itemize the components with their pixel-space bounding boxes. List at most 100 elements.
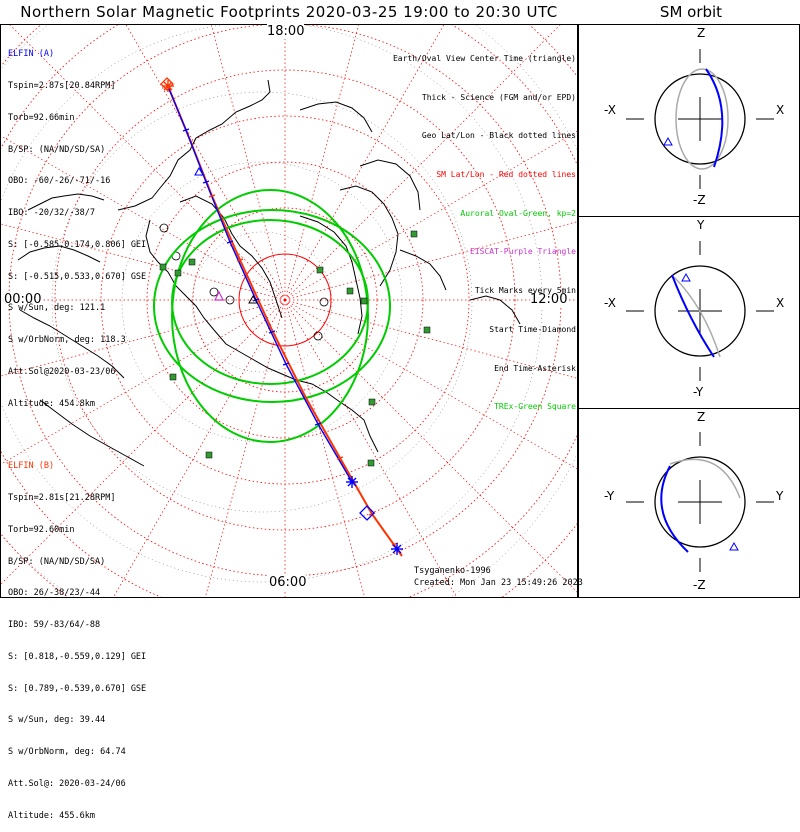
orbit1-right-label: X xyxy=(776,103,785,117)
elfin-a-line: S w/Sun, deg: 121.1 xyxy=(8,303,106,314)
legend-entry: SM Lat/Lon - Red dotted lines xyxy=(436,169,576,179)
sm-lon-line xyxy=(284,25,360,301)
coastline xyxy=(117,79,271,211)
elfin-a-line: IBO: -20/32/-38/7 xyxy=(8,208,95,219)
elfin-a-view-triangle xyxy=(194,166,204,176)
elfin-b-line: OBO: 26/-38/23/-44 xyxy=(8,588,101,599)
trex-station-square xyxy=(346,287,354,295)
elfin-b-line: S w/OrbNorm, deg: 64.74 xyxy=(8,747,126,758)
legend-entry: Start Time-Diamond xyxy=(489,324,576,334)
orbit-b-path xyxy=(669,458,741,499)
sm-lat-ring xyxy=(54,69,516,531)
elfin-b-line: S w/Sun, deg: 39.44 xyxy=(8,715,106,726)
elfin-b-line: B/SP: (NA/ND/SD/SA) xyxy=(8,556,106,567)
island xyxy=(159,223,169,233)
trex-station-square xyxy=(360,297,368,305)
orbit-a-triangle xyxy=(663,136,673,146)
island xyxy=(319,297,329,307)
orbit-b-path xyxy=(673,276,721,358)
orbit1-top-label: Z xyxy=(697,26,706,40)
orbit3-left-label: -Y xyxy=(604,489,615,503)
legend: Earth/Oval View Center Time (triangle) T… xyxy=(393,27,576,427)
elfin-b-line: IBO: 59/-83/64/-88 xyxy=(8,620,101,631)
orbit1-bottom-label: -Z xyxy=(693,193,706,207)
coastline xyxy=(19,309,125,379)
orbit-a-path xyxy=(671,274,715,358)
island xyxy=(209,287,219,297)
legend-entry: TREx-Green Square xyxy=(494,402,576,412)
coastline xyxy=(299,215,363,335)
elfin-a-end-asterisk xyxy=(347,477,357,487)
hour-label-bottom: 06:00 xyxy=(269,575,307,590)
trex-station-square xyxy=(169,373,177,381)
credit-text: Tsyganenko-1996 xyxy=(414,566,491,576)
legend-entry: EISCAT-Purple Triangle xyxy=(470,247,576,257)
orbit2-left-label: -X xyxy=(604,296,616,310)
elfin-a-line: OBO: -60/-26/-71/-16 xyxy=(8,176,111,187)
trex-station-square xyxy=(423,326,431,334)
legend-entry: Geo Lat/Lon - Black dotted lines xyxy=(421,131,576,141)
elfin-a-track xyxy=(166,83,353,483)
elfin-a-line: S w/OrbNorm, deg: 118.3 xyxy=(8,335,126,346)
elfin-b-line: Tspin=2.81s[21.28RPM] xyxy=(8,492,116,503)
sm-lon-line xyxy=(205,299,286,597)
auroral-oval-outer xyxy=(171,189,369,443)
geo-lat-ring xyxy=(191,231,333,373)
coastline xyxy=(179,195,283,319)
coastline xyxy=(399,249,447,291)
elfin-b-line: Att.Sol@: 2020-03-24/06 xyxy=(8,779,126,789)
elfin-b-tick xyxy=(336,456,344,460)
elfin-a-tick xyxy=(182,128,190,132)
elfin-a-info: ELFIN (A) Tspin=2.87s[20.84RPM] Torb=92.… xyxy=(8,28,146,420)
elfin-a-tick xyxy=(314,422,322,426)
orbit-a-triangle xyxy=(681,272,691,282)
hour-label-left: 00:00 xyxy=(4,292,42,307)
elfin-a-tick xyxy=(282,362,290,366)
elfin-a-name: ELFIN (A) xyxy=(8,49,55,60)
orbit3-right-label: Y xyxy=(776,489,784,503)
elfin-b-line: Torb=92.60min xyxy=(8,524,75,535)
trex-station-square xyxy=(410,230,418,238)
trex-station-square xyxy=(188,258,196,266)
coastline xyxy=(145,219,215,331)
elfin-a-end-asterisk xyxy=(392,544,402,554)
island xyxy=(225,295,235,305)
view-center-triangle xyxy=(248,294,258,304)
trex-station-square xyxy=(368,398,376,406)
orbit-a-triangle xyxy=(729,541,739,551)
legend-entry: End Time-Asterisk xyxy=(494,363,576,373)
coastline xyxy=(27,193,105,211)
sm-lat-ring xyxy=(238,253,332,347)
coastline xyxy=(359,159,421,211)
orbit2-bottom-label: -Y xyxy=(693,385,704,399)
elfin-b-start-diamond xyxy=(160,77,174,91)
coastline xyxy=(17,245,101,263)
elfin-b-tick xyxy=(208,194,216,198)
legend-entry: Earth/Oval View Center Time (triangle) xyxy=(392,53,576,63)
eiscat-triangle xyxy=(214,290,224,301)
legend-entry: Tick Marks every 5min xyxy=(474,286,576,296)
elfin-b-line: Altitude: 455.6km xyxy=(8,810,95,821)
elfin-a-line: Torb=92.66min xyxy=(8,112,75,123)
coastline xyxy=(299,101,373,133)
geo-lat-ring xyxy=(51,91,473,513)
plot-title: Northern Solar Magnetic Footprints 2020-… xyxy=(20,3,558,21)
trex-station-square xyxy=(205,451,213,459)
island xyxy=(313,331,323,341)
elfin-a-tick xyxy=(202,180,210,184)
orbit3-bottom-label: -Z xyxy=(693,578,706,592)
elfin-a-tick xyxy=(268,330,276,334)
created-text: Created: Mon Jan 23 15:49:26 2023 xyxy=(414,578,583,588)
earth-circle xyxy=(654,456,746,548)
earth-circle xyxy=(654,73,746,165)
elfin-a-line: Tspin=2.87s[20.84RPM] xyxy=(8,80,116,91)
elfin-b-line: S: [0.818,-0.559,0.129] GEI xyxy=(8,651,147,662)
orbit-panel-title: SM orbit xyxy=(659,3,723,21)
elfin-a-line: Altitude: 454.8km xyxy=(8,398,95,409)
trex-station-square xyxy=(159,263,167,271)
elfin-b-line: S: [0.789,-0.539,0.670] GSE xyxy=(8,683,147,694)
orbit-a-path xyxy=(660,465,689,553)
orbit2-right-label: X xyxy=(776,296,785,310)
legend-entry: Auroral Oval-Green, kp=2 xyxy=(460,208,576,218)
elfin-a-tick xyxy=(226,240,234,244)
